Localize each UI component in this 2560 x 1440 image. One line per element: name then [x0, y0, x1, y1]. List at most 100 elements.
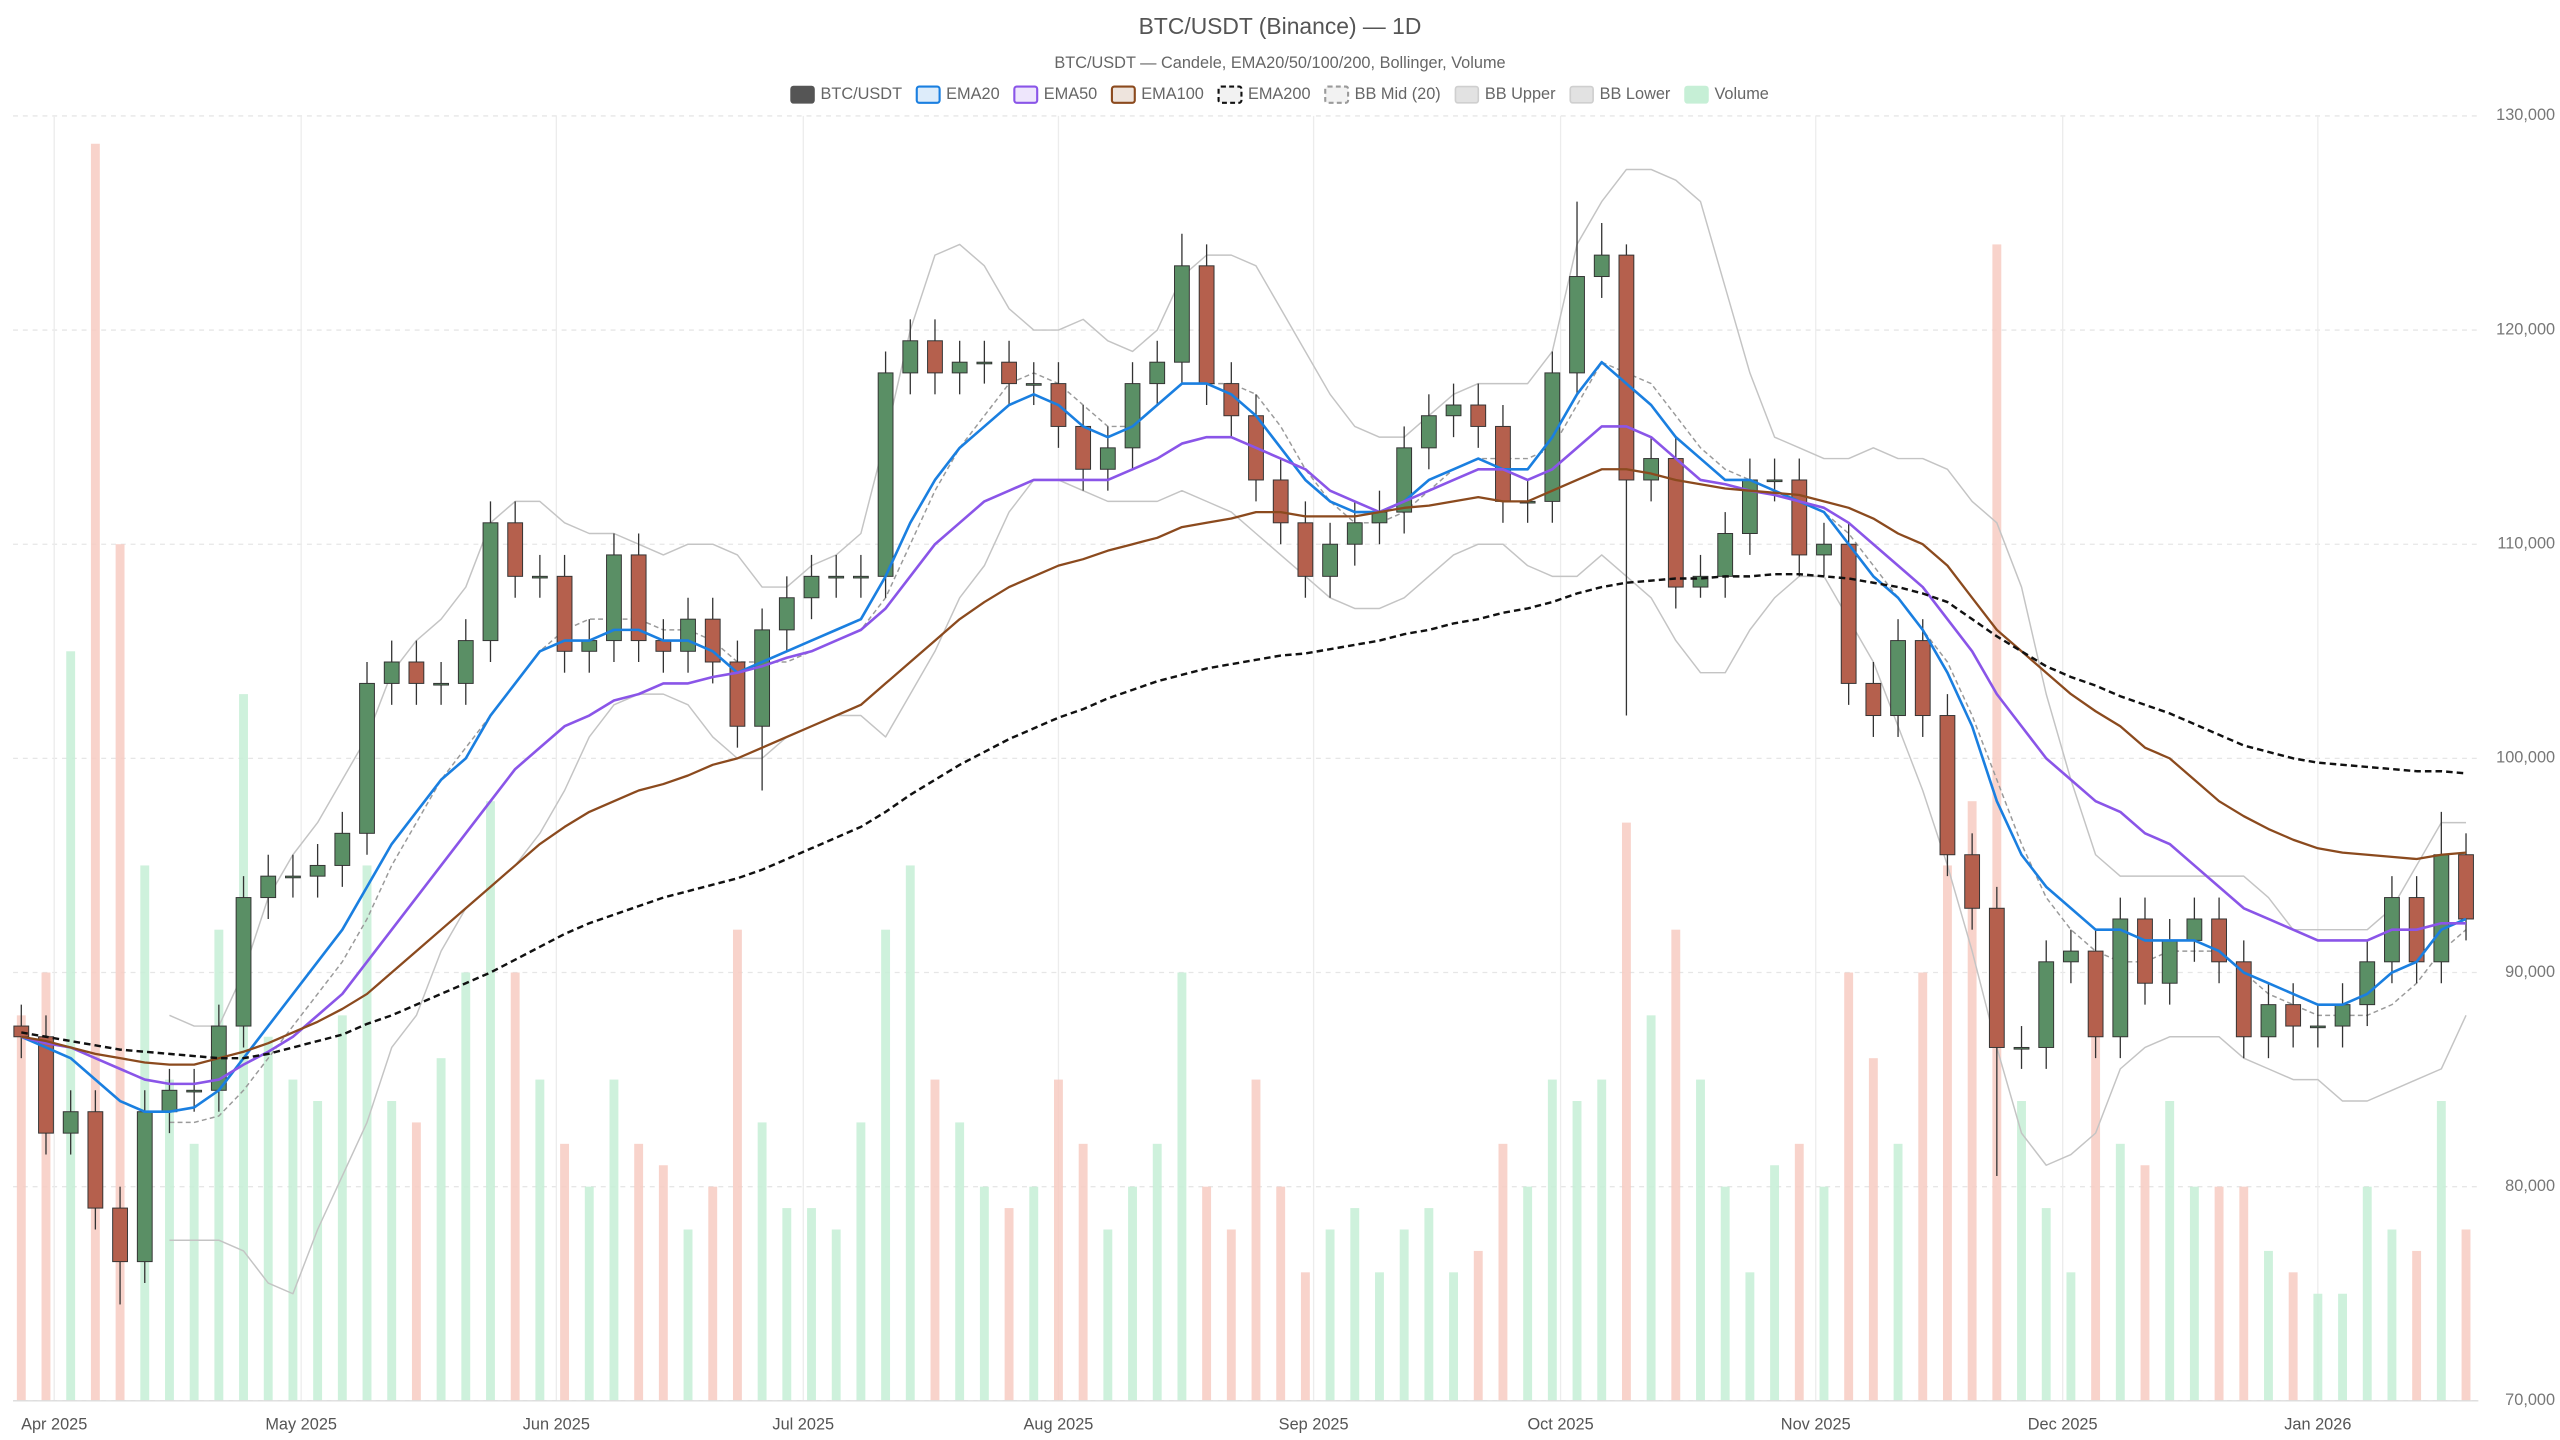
legend-label: Volume: [1714, 85, 1768, 103]
y-tick-label: 110,000: [2497, 535, 2555, 553]
volume-bar: [411, 1122, 421, 1401]
volume-bar: [1054, 1079, 1063, 1401]
candle-body: [161, 1089, 178, 1113]
legend-swatch: [915, 85, 941, 104]
volume-bar: [2387, 1229, 2397, 1401]
candle-body: [235, 897, 252, 1027]
volume-bar: [1004, 1208, 1014, 1401]
candle-body: [2087, 950, 2104, 1038]
legend-item[interactable]: EMA100: [1110, 85, 1204, 104]
candle-body: [581, 640, 598, 652]
candle-body: [457, 640, 474, 684]
volume-bar: [16, 1015, 26, 1401]
legend-item[interactable]: Volume: [1684, 85, 1769, 104]
candle-body: [1297, 522, 1314, 577]
volume-bar: [2461, 1229, 2471, 1401]
candle-body: [606, 554, 622, 642]
volume-bar: [1671, 929, 1681, 1401]
volume-bar: [1449, 1272, 1459, 1401]
candle-body: [260, 875, 277, 899]
legend-swatch: [1110, 85, 1136, 104]
volume-bar: [757, 1122, 767, 1401]
volume-bar: [2264, 1250, 2273, 1401]
x-tick-label: Jul 2025: [772, 1416, 834, 1434]
volume-bar: [955, 1122, 965, 1401]
candle-body: [852, 575, 869, 579]
candle-body: [2309, 1025, 2326, 1029]
volume-bar: [1226, 1229, 1236, 1401]
candle-body: [704, 618, 721, 663]
volume-bar: [362, 865, 372, 1401]
candle-body: [433, 682, 449, 686]
legend-label: EMA50: [1044, 85, 1098, 103]
legend-swatch: [790, 85, 815, 104]
candle-body: [482, 522, 499, 642]
volume-bar: [1967, 801, 1977, 1401]
candle-body: [285, 875, 301, 879]
candle-body: [2112, 918, 2129, 1038]
candle-body: [2038, 961, 2055, 1048]
volume-bar: [1424, 1208, 1434, 1401]
candle-body: [729, 661, 746, 727]
candle-body: [334, 832, 351, 866]
line-6: [169, 168, 2467, 1027]
legend-item[interactable]: EMA20: [915, 85, 1000, 104]
volume-bar: [1276, 1186, 1286, 1401]
legend-item[interactable]: BTC/USDT: [790, 85, 902, 104]
volume-bar: [1350, 1208, 1360, 1401]
candle-body: [408, 661, 425, 684]
candle-body: [1174, 265, 1190, 363]
volume-bar: [1770, 1165, 1780, 1401]
legend-item[interactable]: BB Mid (20): [1324, 85, 1441, 104]
candle-body: [976, 361, 993, 365]
candle-body: [1025, 383, 1042, 386]
x-tick-label: Jun 2025: [523, 1416, 590, 1434]
volume-bar: [560, 1143, 570, 1401]
volume-bar: [66, 651, 76, 1401]
y-tick-label: 120,000: [2496, 320, 2555, 338]
legend-label: BB Mid (20): [1355, 85, 1441, 103]
legend-item[interactable]: BB Upper: [1454, 85, 1556, 104]
candle-body: [1988, 907, 2005, 1048]
volume-bar: [41, 972, 51, 1401]
volume-bar: [1893, 1143, 1903, 1401]
candle-body: [1470, 404, 1487, 427]
x-tick-label: Sep 2025: [1279, 1416, 1349, 1434]
x-tick-label: Apr 2025: [21, 1416, 87, 1434]
candle-body: [531, 575, 548, 579]
legend-swatch: [1569, 85, 1594, 104]
candle-body: [1099, 447, 1116, 470]
candle-body: [383, 661, 400, 684]
legend-item[interactable]: BB Lower: [1569, 85, 1671, 104]
band-layer: [169, 168, 2467, 1295]
legend-item[interactable]: EMA50: [1013, 85, 1098, 104]
volume-bar: [1152, 1143, 1162, 1401]
candle-body: [1766, 479, 1783, 483]
candle-body: [87, 1111, 104, 1209]
candle-body: [1593, 254, 1610, 278]
volume-bar: [584, 1186, 594, 1401]
volume-bar: [214, 929, 224, 1401]
legend-swatch: [1684, 85, 1709, 104]
candle-body: [2137, 918, 2153, 984]
volume-bar: [1942, 865, 1952, 1401]
legend-label: EMA100: [1141, 85, 1204, 103]
legend-item[interactable]: EMA200: [1217, 85, 1311, 104]
volume-bar: [1646, 1015, 1656, 1401]
candle-body: [2063, 950, 2079, 963]
candle-body: [630, 554, 647, 642]
legend-swatch: [1013, 85, 1039, 104]
legend-swatch: [1217, 85, 1243, 104]
legend-label: EMA20: [946, 85, 999, 103]
volume-bar: [2313, 1293, 2323, 1401]
candle-body: [1692, 575, 1709, 588]
candle-body: [951, 361, 968, 374]
volume-bar: [1325, 1229, 1335, 1401]
volume-bar: [387, 1101, 397, 1401]
volume-bar: [2165, 1101, 2175, 1401]
legend[interactable]: BTC/USDT EMA20 EMA50 EMA100 EMA200 BB Mid (20…: [790, 85, 1769, 104]
candle-body: [1420, 415, 1437, 449]
volume-bar: [1745, 1272, 1755, 1401]
